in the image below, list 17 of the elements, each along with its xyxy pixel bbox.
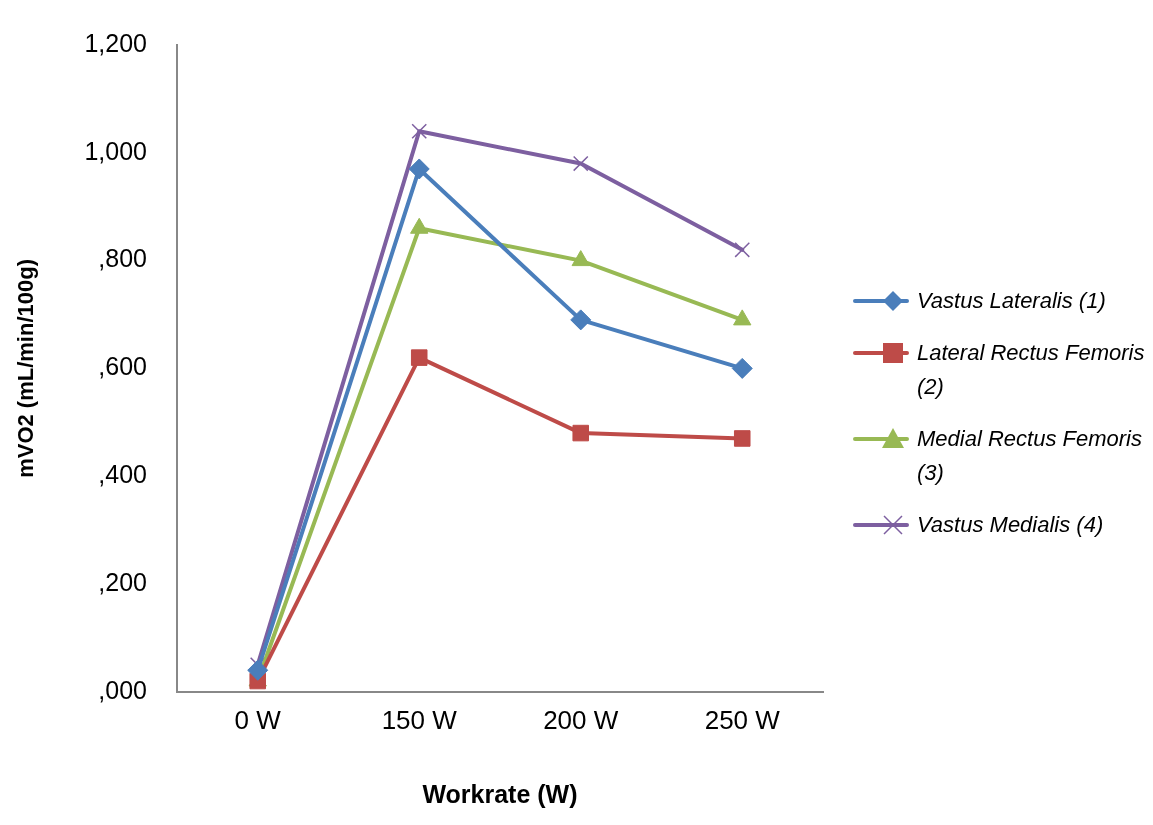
x-tick-label: 150 W: [381, 704, 458, 735]
y-axis-title: mVO2 (mL/min/100g): [13, 258, 39, 478]
legend-label: Vastus Medialis (4): [917, 510, 1104, 539]
legend-label: Lateral Rectus Femoris (2): [917, 338, 1146, 401]
x-tick-label: 200 W: [543, 704, 619, 735]
y-tick-label: ,400: [98, 460, 147, 489]
legend-label: Vastus Lateralis (1): [917, 286, 1106, 315]
y-tick-label: ,800: [98, 244, 147, 273]
y-tick-label: ,600: [98, 352, 147, 381]
y-tick-label: 1,200: [84, 28, 147, 57]
x-tick-label: 250 W: [704, 704, 781, 735]
legend-label: Medial Rectus Femoris (3): [917, 424, 1143, 487]
y-tick-label: ,000: [98, 675, 147, 704]
x-axis-title: Workrate (W): [422, 779, 578, 808]
y-tick-label: 1,000: [84, 136, 147, 165]
x-tick-label: 0 W: [234, 704, 282, 735]
y-tick-label: ,200: [98, 567, 147, 596]
